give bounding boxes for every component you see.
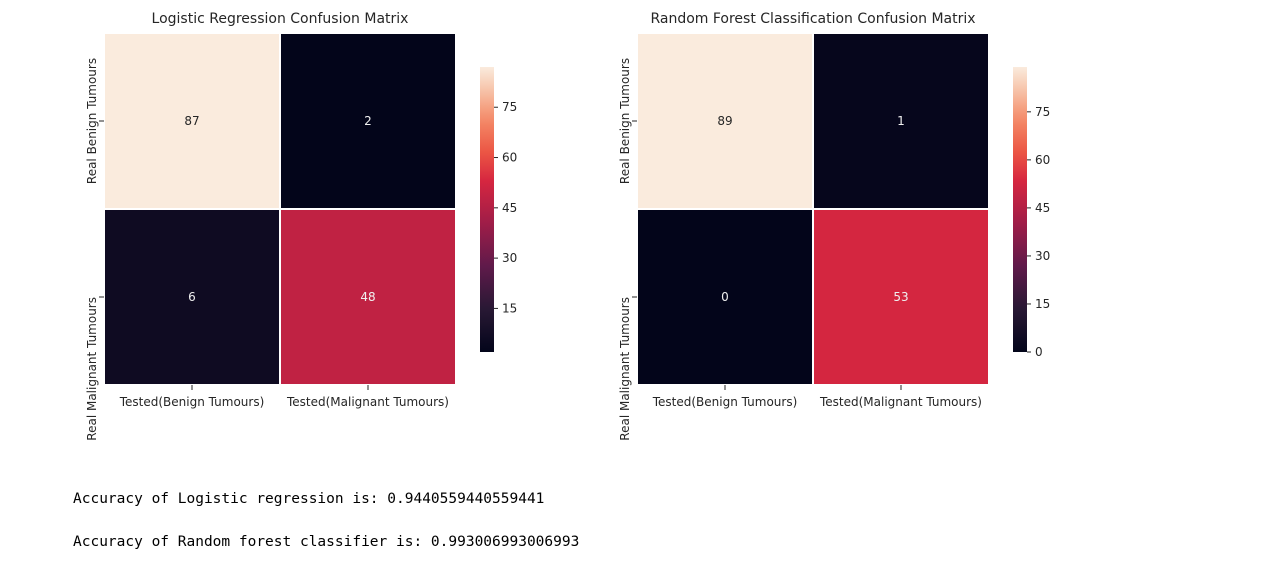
colorbar-tick-label-4: 75 <box>502 100 517 114</box>
heatmap-cell-r1-c0 <box>103 208 281 386</box>
cell-label-r0-c0: 89 <box>717 114 732 128</box>
cell-label-r0-c0: 87 <box>184 114 199 128</box>
x-tick-label-0: Tested(Benign Tumours) <box>652 395 798 409</box>
colorbar <box>480 67 494 352</box>
colorbar-tick-label-3: 45 <box>1035 201 1050 215</box>
colorbar-tick-label-2: 45 <box>502 201 517 215</box>
y-tick-label-1: Real Malignant Tumours <box>618 297 632 441</box>
accuracy-random-forest-output: Accuracy of Random forest classifier is:… <box>73 534 580 550</box>
cell-label-r0-c1: 1 <box>897 114 905 128</box>
heatmap-cell-r1-c1 <box>279 208 457 386</box>
x-tick-label-1: Tested(Malignant Tumours) <box>286 395 449 409</box>
x-tick-label-0: Tested(Benign Tumours) <box>119 395 265 409</box>
colorbar-tick-label-1: 30 <box>502 251 517 265</box>
colorbar-tick-label-0: 15 <box>502 301 517 315</box>
random-forest-panel: Random Forest Classification Confusion M… <box>536 0 1176 470</box>
cell-label-r0-c1: 2 <box>364 114 372 128</box>
colorbar-tick-label-4: 60 <box>1035 153 1050 167</box>
accuracy-logistic-output: Accuracy of Logistic regression is: 0.94… <box>73 491 545 507</box>
colorbar <box>1013 67 1027 352</box>
cell-label-r1-c1: 53 <box>893 290 908 304</box>
chart-title: Random Forest Classification Confusion M… <box>650 11 975 27</box>
colorbar-tick-label-5: 75 <box>1035 105 1050 119</box>
random-forest-heatmap: Random Forest Classification Confusion M… <box>618 11 1050 441</box>
heatmap-cell-r1-c0 <box>636 208 814 386</box>
x-tick-label-1: Tested(Malignant Tumours) <box>819 395 982 409</box>
y-tick-label-0: Real Benign Tumours <box>85 58 99 184</box>
colorbar-tick-label-1: 15 <box>1035 297 1050 311</box>
y-tick-label-0: Real Benign Tumours <box>618 58 632 184</box>
heatmap-cell-r0-c1 <box>279 32 457 210</box>
colorbar-tick-label-2: 30 <box>1035 249 1050 263</box>
logistic-regression-heatmap: Logistic Regression Confusion Matrix 87 2 6… <box>85 11 517 441</box>
heatmap-cell-r0-c0 <box>103 32 281 210</box>
heatmap-cell-r1-c1 <box>812 208 990 386</box>
y-tick-label-1: Real Malignant Tumours <box>85 297 99 441</box>
colorbar-tick-label-3: 60 <box>502 151 517 165</box>
cell-label-r1-c1: 48 <box>360 290 375 304</box>
heatmap-cell-r0-c1 <box>812 32 990 210</box>
logistic-regression-panel: Logistic Regression Confusion Matrix 87 2 6… <box>0 0 620 470</box>
cell-label-r1-c0: 0 <box>721 290 729 304</box>
chart-title: Logistic Regression Confusion Matrix <box>152 11 409 27</box>
cell-label-r1-c0: 6 <box>188 290 196 304</box>
colorbar-tick-label-0: 0 <box>1035 345 1043 359</box>
